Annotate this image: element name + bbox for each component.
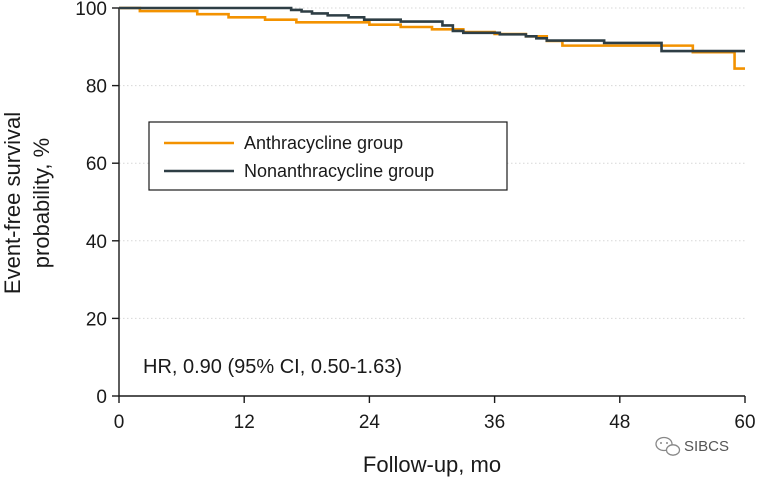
hazard-ratio-annotation: HR, 0.90 (95% CI, 0.50-1.63) — [143, 356, 402, 378]
watermark: SIBCS — [655, 436, 729, 456]
x-axis-title: Follow-up, mo — [363, 452, 501, 477]
legend-label-nonanthracycline: Nonanthracycline group — [244, 161, 434, 181]
survival-curves — [119, 6, 745, 70]
x-tick-label-60: 60 — [734, 412, 755, 433]
y-tick-label-0: 0 — [96, 387, 107, 408]
series-line-anthracycline-group — [119, 6, 745, 70]
y-tick-label-20: 20 — [86, 309, 107, 330]
legend-box — [148, 121, 508, 191]
y-axis-title-line-1: Event-free survival — [0, 112, 25, 294]
x-tick-label-24: 24 — [359, 412, 381, 433]
y-axis-ticks: 0 20 40 60 80 100 — [75, 0, 119, 408]
wechat-icon — [655, 436, 681, 456]
y-tick-label-60: 60 — [86, 154, 107, 175]
y-axis-title-line-2: probability, % — [29, 138, 54, 268]
y-axis-title: Event-free survival probability, % — [0, 112, 54, 294]
x-tick-label-36: 36 — [484, 412, 505, 433]
x-tick-label-48: 48 — [609, 412, 630, 433]
legend: Anthracycline group Nonanthracycline gro… — [148, 121, 508, 191]
legend-label-anthracycline: Anthracycline group — [244, 133, 403, 153]
y-tick-label-80: 80 — [86, 77, 107, 98]
axes-frame — [118, 8, 745, 397]
x-axis-ticks: 0 12 24 36 48 60 — [114, 396, 756, 433]
watermark-text: SIBCS — [684, 438, 729, 455]
x-tick-label-0: 0 — [114, 412, 125, 433]
y-tick-label-40: 40 — [86, 232, 107, 253]
series-line-nonanthracycline-group — [119, 6, 745, 53]
x-tick-label-12: 12 — [234, 412, 255, 433]
y-tick-label-100: 100 — [75, 0, 107, 20]
